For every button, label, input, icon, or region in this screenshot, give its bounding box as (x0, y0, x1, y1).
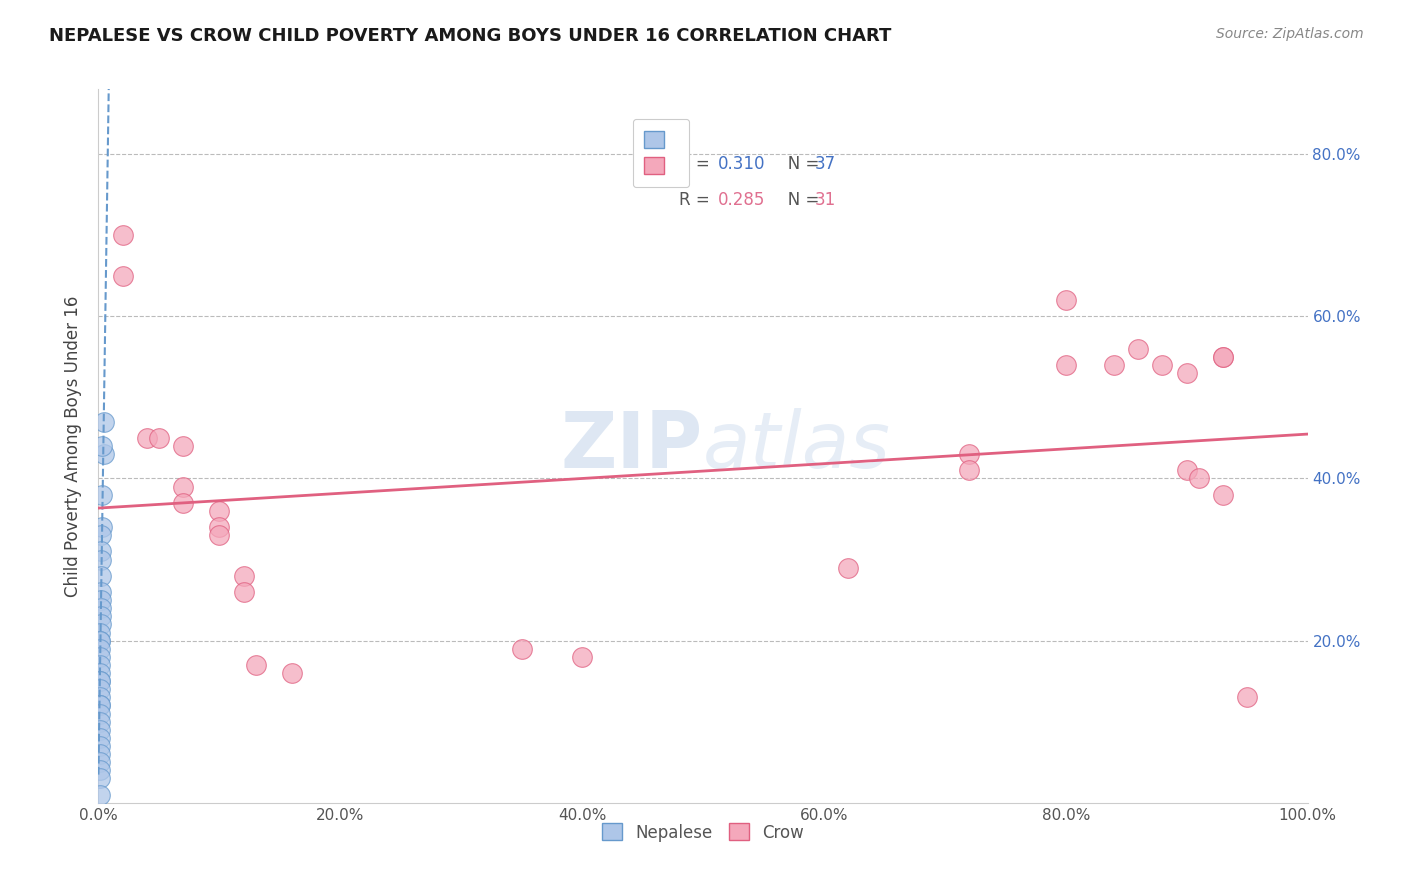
Point (510, 641, 533, 656)
Point (837, 560, 859, 574)
Point (1212, 350, 1234, 364)
Point (89, 756, 111, 770)
Point (89, 666, 111, 681)
Point (89, 723, 111, 737)
Point (1102, 358, 1125, 372)
Text: 0.285: 0.285 (717, 191, 765, 209)
Point (90, 552, 112, 566)
Point (89, 633, 111, 648)
Point (135, 431, 157, 445)
Point (208, 504, 231, 518)
Point (232, 568, 254, 582)
Point (89, 682, 111, 697)
Point (89, 739, 111, 753)
Point (89, 698, 111, 713)
Point (90, 585, 112, 599)
Point (89, 633, 111, 648)
Point (1175, 463, 1198, 477)
Point (148, 431, 170, 445)
Text: 0.310: 0.310 (717, 155, 765, 173)
Point (1175, 366, 1198, 380)
Text: N =: N = (772, 155, 824, 173)
Point (89, 690, 111, 705)
Point (90, 609, 112, 624)
Point (89, 788, 111, 802)
Point (957, 463, 980, 477)
Text: Source: ZipAtlas.com: Source: ZipAtlas.com (1216, 27, 1364, 41)
Point (1212, 350, 1234, 364)
Point (89, 747, 111, 761)
Text: NEPALESE VS CROW CHILD POVERTY AMONG BOYS UNDER 16 CORRELATION CHART: NEPALESE VS CROW CHILD POVERTY AMONG BOY… (49, 27, 891, 45)
Point (111, 228, 134, 243)
Point (90, 568, 112, 582)
Y-axis label: Child Poverty Among Boys Under 16: Child Poverty Among Boys Under 16 (65, 295, 83, 597)
Point (91, 439, 114, 453)
Point (89, 731, 111, 745)
Point (1054, 358, 1077, 372)
Point (172, 439, 194, 453)
Point (89, 674, 111, 689)
Point (90, 528, 112, 542)
Point (91, 520, 114, 534)
Point (89, 649, 111, 664)
Point (208, 528, 231, 542)
Point (1212, 488, 1234, 502)
Text: 31: 31 (814, 191, 835, 209)
Point (89, 772, 111, 786)
Point (90, 593, 112, 607)
Point (89, 674, 111, 689)
Point (89, 714, 111, 729)
Text: atlas: atlas (703, 408, 891, 484)
Point (1188, 471, 1211, 485)
Point (89, 764, 111, 778)
Point (89, 641, 111, 656)
Point (90, 544, 112, 558)
Point (245, 657, 267, 672)
Point (90, 601, 112, 615)
Point (208, 520, 231, 534)
Text: N =: N = (772, 191, 824, 209)
Point (571, 649, 593, 664)
Text: R =: R = (679, 155, 714, 173)
Point (957, 447, 980, 461)
Point (111, 268, 134, 283)
Point (172, 479, 194, 493)
Point (1128, 342, 1150, 356)
Point (281, 666, 304, 681)
Point (93, 415, 115, 429)
Text: ZIP: ZIP (561, 408, 703, 484)
Point (1236, 690, 1258, 705)
Text: 37: 37 (814, 155, 835, 173)
Point (1054, 293, 1077, 307)
Point (172, 496, 194, 510)
Point (232, 585, 254, 599)
Point (89, 698, 111, 713)
Point (89, 657, 111, 672)
Point (90, 617, 112, 632)
Legend: Nepalese, Crow: Nepalese, Crow (592, 814, 814, 852)
Text: R =: R = (679, 191, 714, 209)
Point (89, 625, 111, 640)
Point (1152, 358, 1174, 372)
Point (91, 488, 114, 502)
Point (89, 706, 111, 721)
Point (93, 447, 115, 461)
